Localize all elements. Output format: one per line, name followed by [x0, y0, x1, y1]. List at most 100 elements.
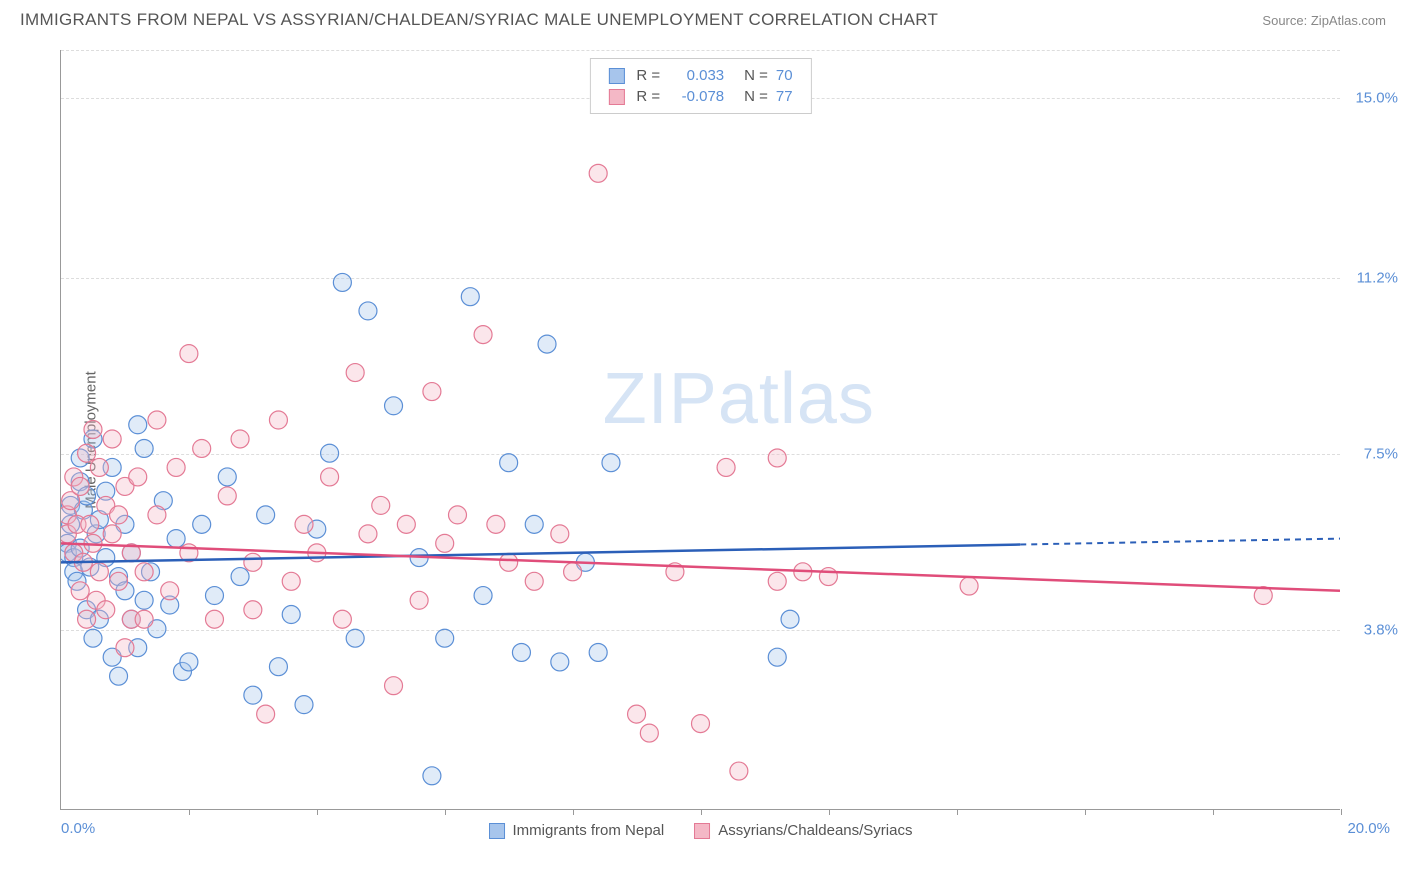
x-tick	[829, 809, 830, 815]
r-value-nepal: 0.033	[668, 67, 724, 84]
correlation-legend: R = 0.033 N = 70 R = -0.078 N = 77	[589, 58, 811, 114]
x-tick	[445, 809, 446, 815]
legend-swatch-assyrian-icon	[694, 823, 710, 839]
scatter-point	[231, 568, 249, 586]
series-legend: Immigrants from Nepal Assyrians/Chaldean…	[489, 822, 913, 839]
scatter-point	[819, 568, 837, 586]
x-tick	[573, 809, 574, 815]
scatter-point	[385, 677, 403, 695]
scatter-point	[333, 610, 351, 628]
scatter-point	[103, 430, 121, 448]
source-attribution: Source: ZipAtlas.com	[1262, 13, 1386, 28]
source-name[interactable]: ZipAtlas.com	[1311, 13, 1386, 28]
scatter-point	[282, 606, 300, 624]
scatter-point	[97, 601, 115, 619]
scatter-point	[71, 477, 89, 495]
scatter-point	[512, 643, 530, 661]
scatter-point	[551, 525, 569, 543]
legend-label-assyrian: Assyrians/Chaldeans/Syriacs	[718, 822, 912, 839]
scatter-point	[359, 525, 377, 543]
x-axis-max-label: 20.0%	[1347, 820, 1390, 837]
n-value-nepal: 70	[776, 67, 793, 84]
x-tick	[957, 809, 958, 815]
n-label: N =	[744, 67, 768, 84]
scatter-point	[71, 582, 89, 600]
scatter-point	[257, 705, 275, 723]
scatter-point	[321, 468, 339, 486]
legend-item-nepal: Immigrants from Nepal	[489, 822, 665, 839]
scatter-point	[116, 639, 134, 657]
scatter-point	[110, 667, 128, 685]
scatter-point	[257, 506, 275, 524]
legend-row-nepal: R = 0.033 N = 70	[608, 65, 792, 86]
scatter-point	[423, 383, 441, 401]
scatter-point	[218, 468, 236, 486]
scatter-point	[525, 515, 543, 533]
scatter-point	[346, 364, 364, 382]
scatter-point	[768, 449, 786, 467]
scatter-point	[269, 411, 287, 429]
scatter-point	[218, 487, 236, 505]
scatter-point	[640, 724, 658, 742]
scatter-point	[244, 686, 262, 704]
scatter-point	[282, 572, 300, 590]
plot-area: ZIPatlas R = 0.033 N = 70 R = -0.078 N =…	[60, 50, 1340, 810]
scatter-point	[180, 345, 198, 363]
scatter-point	[295, 696, 313, 714]
scatter-point	[500, 454, 518, 472]
legend-item-assyrian: Assyrians/Chaldeans/Syriacs	[694, 822, 912, 839]
x-tick	[1341, 809, 1342, 815]
scatter-svg	[61, 50, 1340, 809]
scatter-point	[135, 610, 153, 628]
y-tick-label: 15.0%	[1355, 89, 1398, 106]
r-label: R =	[636, 67, 660, 84]
chart-title: IMMIGRANTS FROM NEPAL VS ASSYRIAN/CHALDE…	[20, 10, 938, 30]
trend-line	[61, 545, 1020, 563]
scatter-point	[500, 553, 518, 571]
scatter-point	[78, 610, 96, 628]
scatter-point	[295, 515, 313, 533]
x-axis-min-label: 0.0%	[61, 820, 95, 837]
scatter-point	[135, 439, 153, 457]
scatter-point	[167, 458, 185, 476]
r-value-assyrian: -0.078	[668, 88, 724, 105]
x-tick	[1213, 809, 1214, 815]
scatter-point	[781, 610, 799, 628]
scatter-point	[129, 468, 147, 486]
scatter-point	[167, 530, 185, 548]
scatter-point	[148, 506, 166, 524]
scatter-point	[110, 506, 128, 524]
scatter-point	[589, 643, 607, 661]
scatter-point	[397, 515, 415, 533]
scatter-point	[525, 572, 543, 590]
scatter-point	[436, 629, 454, 647]
scatter-point	[692, 715, 710, 733]
n-value-assyrian: 77	[776, 88, 793, 105]
scatter-point	[78, 444, 96, 462]
scatter-point	[730, 762, 748, 780]
scatter-point	[461, 288, 479, 306]
chart-header: IMMIGRANTS FROM NEPAL VS ASSYRIAN/CHALDE…	[0, 0, 1406, 36]
scatter-point	[244, 601, 262, 619]
scatter-point	[487, 515, 505, 533]
source-label: Source:	[1262, 13, 1307, 28]
scatter-point	[110, 572, 128, 590]
y-tick-label: 3.8%	[1364, 621, 1398, 638]
x-tick	[317, 809, 318, 815]
n-label: N =	[744, 88, 768, 105]
x-tick	[189, 809, 190, 815]
scatter-point	[193, 515, 211, 533]
scatter-point	[423, 767, 441, 785]
x-tick	[701, 809, 702, 815]
y-tick-label: 7.5%	[1364, 445, 1398, 462]
scatter-point	[436, 534, 454, 552]
scatter-point	[359, 302, 377, 320]
trend-line-dashed	[1020, 539, 1340, 545]
scatter-point	[84, 629, 102, 647]
legend-swatch-nepal-icon	[489, 823, 505, 839]
scatter-point	[103, 525, 121, 543]
scatter-point	[180, 653, 198, 671]
legend-label-nepal: Immigrants from Nepal	[513, 822, 665, 839]
scatter-point	[589, 164, 607, 182]
scatter-point	[161, 582, 179, 600]
